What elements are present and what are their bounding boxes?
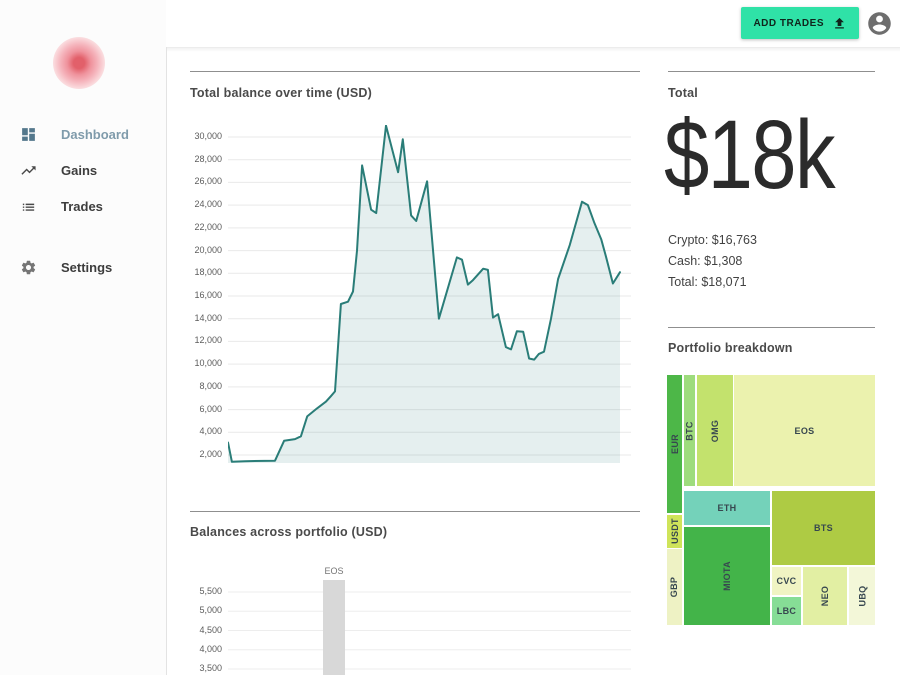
treemap-tile-label: USDT [669,518,680,545]
y-axis-tick-label: 8,000 [199,380,222,391]
treemap-tile-lbc[interactable]: LBC [772,597,801,625]
y-axis-tick-label: 30,000 [194,131,222,141]
sidebar-item-trades[interactable]: Trades [0,193,166,219]
treemap-tile-label: OMG [709,419,720,442]
treemap-tile-label: ETH [717,503,737,513]
account-circle-icon [868,12,891,35]
portfolio-section-divider [668,327,875,328]
y-axis-tick-label: 14,000 [194,312,222,323]
treemap-tile-label: EOS [794,425,815,436]
sidebar-item-label: Dashboard [61,126,129,142]
y-axis-tick-label: 28,000 [194,153,222,164]
treemap-tile-label: CVC [776,576,797,586]
treemap-tile-label: LBC [776,606,797,616]
treemap-tile-eth[interactable]: ETH [684,491,770,525]
treemap-tile-miota[interactable]: MIOTA [684,527,770,625]
app-logo[interactable] [53,37,105,89]
header-shadow [167,48,900,52]
y-axis-tick-label: 22,000 [194,221,222,232]
balance-area-chart: 30,000 28,000 26,000 24,000 22,000 20,000 18,0… [184,125,633,463]
balances-bar-chart-plot [228,591,631,670]
sidebar-item-label: Settings [61,259,113,275]
treemap-tile-label: UBQ [857,585,867,607]
y-axis-tick-label: 24,000 [194,199,222,210]
y-axis-tick-label: 5,500 [199,586,222,596]
treemap-tile-usdt[interactable]: USDT [667,515,682,548]
y-axis-tick-label: 26,000 [194,176,222,187]
balance-chart-title: Total balance over time (USD) [190,86,372,100]
balance-chart-y-axis: 30,000 28,000 26,000 24,000 22,000 20,000 18,0… [184,125,222,463]
bar-chart-y-axis: 5,500 5,000 4,500 4,000 3,500 [184,560,222,675]
y-axis-tick-label: 12,000 [194,335,222,346]
treemap-tile-btc[interactable]: BTC [684,375,696,486]
balance-area-chart-plot [228,125,631,463]
treemap-tile-label: BTS [814,523,833,533]
cash-total-row: Cash: $1,308 [668,254,743,268]
y-axis-tick-label: 4,500 [199,624,222,635]
y-axis-tick-label: 10,000 [194,358,222,369]
treemap-tile-label: GBP [669,576,680,598]
bar-section-divider [190,511,640,512]
sidebar-item-gains[interactable]: Gains [0,157,166,183]
treemap-tile-label: NEO [820,585,831,607]
y-axis-tick-label: 18,000 [194,267,222,278]
y-axis-tick-label: 5,000 [199,605,222,616]
grand-total-row: Total: $18,071 [668,275,747,289]
balance-section-divider [190,71,640,72]
sidebar-item-settings[interactable]: Settings [0,254,166,280]
bar-category-label: EOS [324,566,344,577]
list-icon [22,203,35,211]
y-axis-tick-label: 4,000 [199,426,222,437]
treemap-tile-bts[interactable]: BTS [772,491,875,565]
gear-icon [21,260,36,274]
total-title: Total [668,86,698,100]
total-breakdown: Crypto: $16,763 Cash: $1,308 Total: $18,… [668,230,757,293]
treemap-tile-cvc[interactable]: CVC [772,567,801,595]
sidebar-item-label: Trades [61,198,103,214]
sidebar-item-dashboard[interactable]: Dashboard [0,121,166,147]
treemap-tile-ubq[interactable]: UBQ [849,567,875,625]
y-axis-tick-label: 20,000 [194,244,222,255]
y-axis-tick-label: 6,000 [199,403,222,414]
balances-bar-chart: 5,500 5,000 4,500 4,000 3,500 EOS [184,560,633,675]
bar-eos[interactable] [323,580,345,675]
treemap-tile-gbp[interactable]: GBP [667,549,682,625]
portfolio-breakdown-title: Portfolio breakdown [668,341,793,355]
bar-chart-title: Balances across portfolio (USD) [190,525,388,539]
account-avatar-button[interactable] [866,10,893,37]
y-axis-tick-label: 2,000 [199,449,222,459]
treemap-tile-neo[interactable]: NEO [803,567,848,625]
treemap-tile-label: MIOTA [721,561,732,591]
treemap-tile-label: EUR [669,434,680,454]
treemap-tile-omg[interactable]: OMG [696,375,733,486]
total-section-divider [668,71,875,72]
sidebar-item-label: Gains [61,162,98,178]
upload-icon [835,17,844,28]
y-axis-tick-label: 4,000 [199,643,222,654]
total-headline-value: $18k [664,100,836,209]
treemap-tile-eur[interactable]: EUR [667,375,682,513]
sidebar-divider [166,47,167,675]
crypto-total-row: Crypto: $16,763 [668,233,757,247]
treemap-tile-label: BTC [684,420,695,441]
y-axis-tick-label: 3,500 [199,663,222,673]
treemap-tile-eos[interactable]: EOS [733,375,875,486]
y-axis-tick-label: 16,000 [194,290,222,300]
trending-up-icon [21,165,36,175]
add-trades-label: ADD TRADES [753,17,824,29]
dashboard-grid-icon [22,127,35,141]
add-trades-button[interactable]: ADD TRADES [741,7,859,39]
portfolio-treemap: EUR BTC OMG EOS USDT GBP ETH MIOTA BTS CVC LBC NEO U… [667,375,875,625]
sidebar: Dashboard Gains Trades Settings [0,0,166,675]
